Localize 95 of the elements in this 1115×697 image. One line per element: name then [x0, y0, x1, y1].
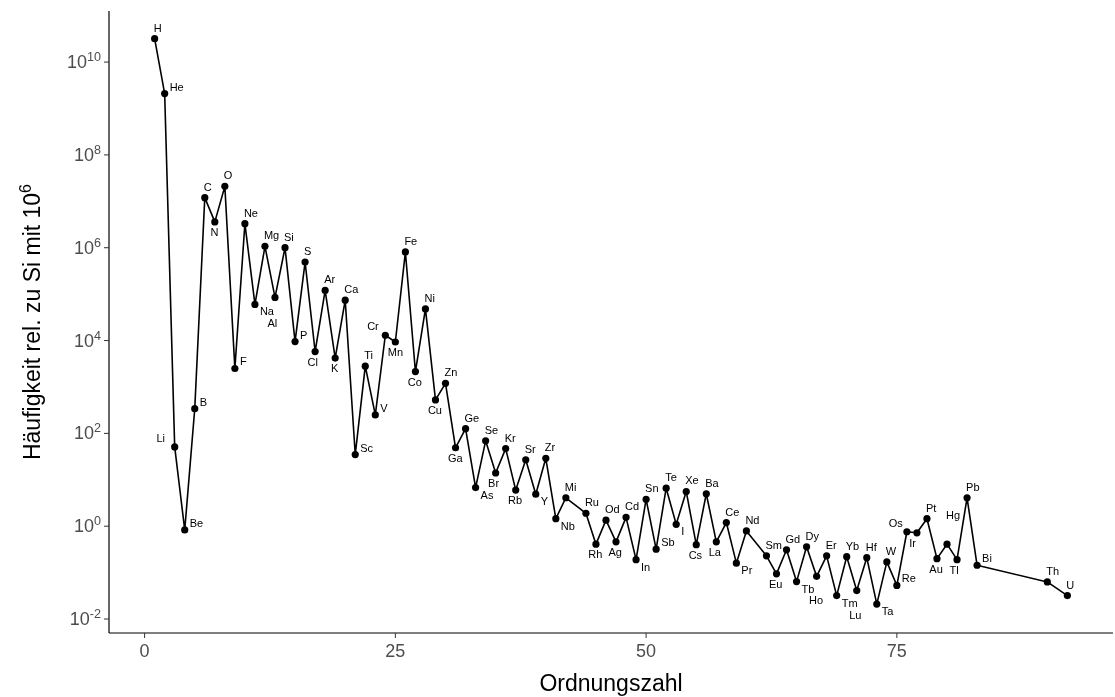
annotation: S [304, 245, 312, 258]
annotation: La [708, 545, 722, 558]
annotation: K [330, 362, 339, 375]
annotation: Ne [243, 206, 258, 219]
annotation: Cr [367, 320, 380, 333]
annotation: Y [540, 495, 549, 508]
annotation: Xe [685, 474, 699, 487]
y-tick-label: 10$^{0}$ [73, 514, 101, 537]
annotation: Be [189, 516, 204, 529]
y-tick-label: 10$^{2}$ [73, 421, 101, 444]
annotation: Rh [588, 548, 603, 561]
annotation: In [641, 560, 651, 573]
annotation: Kr [504, 431, 517, 444]
annotation: Pt [925, 501, 937, 514]
annotation: Li [156, 431, 166, 444]
annotation: Sn [645, 482, 659, 495]
annotation: Tl [949, 563, 959, 576]
annotation: Re [901, 572, 916, 585]
annotation: Ce [725, 505, 740, 518]
annotation: Yb [845, 539, 860, 552]
y-tick-label: 10$^{-2}$ [69, 607, 101, 630]
annotation: F [239, 355, 247, 368]
x-tick-label: 75 [886, 641, 907, 661]
annotation: N [210, 225, 219, 238]
annotation: Au [929, 562, 943, 575]
annotation: Ru [584, 496, 599, 509]
annotation: Ag [608, 545, 622, 558]
annotation: Ti [364, 349, 374, 362]
annotation: Lu [849, 608, 862, 621]
annotation: Se [484, 423, 499, 436]
annotation: Cd [625, 500, 640, 513]
annotation: Tm [841, 596, 858, 609]
annotation: Nb [560, 519, 575, 532]
annotation: Ga [447, 451, 464, 464]
annotation: As [480, 488, 494, 501]
annotation: Cu [427, 403, 442, 416]
annotation: Mn [387, 346, 404, 359]
annotation: Mi [564, 480, 577, 493]
y-tick-label: 10$^{8}$ [73, 142, 101, 165]
annotation: Zr [544, 441, 556, 454]
annotation: Fe [404, 234, 418, 247]
annotation: Os [888, 516, 904, 529]
annotation: Pr [741, 564, 753, 577]
annotation: W [885, 544, 897, 557]
y-tick-label: 10$^{6}$ [73, 235, 101, 258]
annotation: Ta [881, 605, 895, 618]
x-tick-label: 0 [139, 641, 150, 661]
x-tick-label: 50 [636, 641, 657, 661]
annotation: Ho [809, 594, 824, 607]
annotation: Gd [785, 532, 801, 545]
annotation: Hf [865, 540, 878, 553]
annotation: Zn [444, 366, 458, 379]
annotation: Dy [805, 529, 820, 542]
annotation: Nd [745, 513, 760, 526]
annotation: Cs [688, 548, 703, 561]
annotation: Ca [344, 283, 360, 296]
annotation: Cl [307, 355, 318, 368]
annotation: U [1066, 578, 1075, 591]
annotation: He [169, 80, 184, 93]
annotation: H [153, 21, 162, 34]
annotation: Er [825, 538, 837, 551]
annotation: Th [1046, 564, 1060, 577]
annotation: V [380, 401, 389, 414]
annotation: Od [604, 503, 620, 516]
annotation: Bi [982, 552, 992, 565]
annotation: Mg [263, 229, 280, 242]
annotation: O [223, 169, 233, 182]
annotation: Te [665, 471, 677, 484]
annotation: Co [407, 375, 422, 388]
annotation: Tb [801, 582, 815, 595]
annotation: Al [267, 317, 278, 330]
y-tick-label: 10$^{10}$ [66, 50, 101, 73]
annotation: Sr [524, 442, 537, 455]
x-axis-title: Ordnungszahl [539, 670, 683, 696]
annotation: Ar [324, 273, 336, 286]
annotation: Ba [705, 476, 720, 489]
annotation: Ge [464, 411, 480, 424]
annotation: I [681, 525, 685, 538]
annotation: Sm [765, 538, 782, 551]
x-tick-label: 25 [385, 641, 406, 661]
annotation: Si [284, 230, 294, 243]
annotation: C [203, 180, 212, 193]
annotation: B [199, 395, 208, 408]
annotation: P [300, 328, 308, 341]
annotation: Pb [966, 480, 980, 493]
annotation: Sb [661, 536, 675, 549]
annotation: Sc [360, 441, 374, 454]
annotation: Rb [508, 494, 523, 507]
annotation: Ir [909, 536, 917, 549]
annotation: Hg [946, 509, 961, 522]
annotation: Br [488, 477, 500, 490]
annotation: Ni [424, 291, 435, 304]
annotation: Eu [768, 577, 783, 590]
y-tick-label: 10$^{4}$ [73, 328, 101, 351]
annotation: Na [259, 305, 275, 318]
